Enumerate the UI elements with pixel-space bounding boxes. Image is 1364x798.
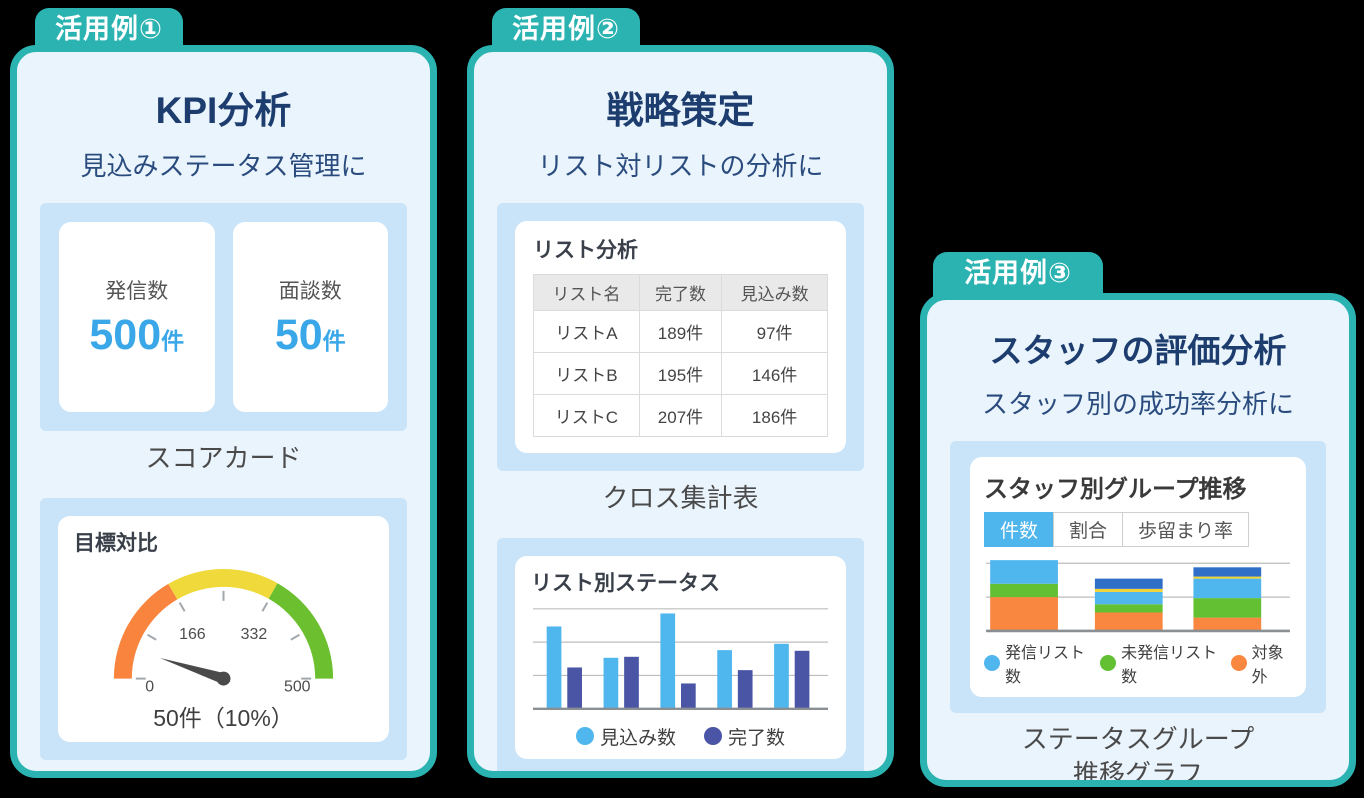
card-staff-evaluation: スタッフの評価分析 スタッフ別の成功率分析に スタッフ別グループ推移 件数 割合歩… [920, 293, 1356, 787]
svg-text:166: 166 [179, 626, 206, 643]
view-tab-歩留まり率[interactable]: 歩留まり率 [1122, 512, 1250, 547]
score-card: 面談数 50件 [232, 222, 388, 412]
svg-text:500: 500 [284, 679, 311, 696]
stacked-title: スタッフ別グループ推移 [984, 476, 1247, 503]
legend-item: 対象外 [1230, 639, 1292, 687]
barchart-card: リスト別ステータス 見込み数 完了数 [515, 556, 846, 759]
legend-label: 完了数 [728, 727, 786, 749]
score-card-value: 50件 [275, 311, 346, 360]
table-row: リストA 189件 97件 [533, 310, 828, 353]
card3-caption: ステータスグループ 推移グラフ [950, 722, 1326, 787]
legend-item: 未発信リスト数 [1100, 639, 1218, 687]
table-cell: 186件 [721, 394, 828, 437]
view-tab-割合[interactable]: 割合 [1053, 512, 1124, 547]
gauge-card: 目標対比 0 166 332 500 50件（10%） [58, 516, 389, 742]
table-cell: リストC [533, 394, 640, 437]
legend-dot [575, 727, 594, 746]
legend-dot [1100, 655, 1117, 672]
stacked-chart [986, 560, 1290, 633]
legend-item: 完了数 [704, 723, 785, 750]
barchart-panel: リスト別ステータス 見込み数 完了数 [497, 538, 864, 771]
barchart-title: リスト別ステータス [531, 572, 720, 595]
table-cell: 207件 [638, 394, 723, 437]
table-caption: クロス集計表 [602, 483, 759, 513]
cross-table-body: リストA 189件 97件 リストB 195件 146件 リストC 207件 186件 [533, 310, 828, 437]
table-cell: リストA [533, 310, 640, 353]
score-card-value: 500件 [89, 311, 184, 360]
svg-text:332: 332 [241, 626, 268, 643]
score-card-label: 発信数 [105, 279, 169, 303]
stacked-card: スタッフ別グループ推移 件数 割合 歩留まり率 発信リスト数 未発信リスト数 対象外 [970, 457, 1306, 698]
legend-label: 対象外 [1251, 645, 1284, 687]
table-header-cell: 見込み数 [721, 274, 828, 311]
stacked-panel: スタッフ別グループ推移 件数 割合 歩留まり率 発信リスト数 未発信リスト数 対象外 [950, 441, 1326, 714]
view-tabs: 件数 割合 歩留まり率 [984, 512, 1250, 547]
card3-caption-line1: ステータスグループ [1021, 724, 1255, 755]
legend-label: 未発信リスト数 [1121, 645, 1218, 687]
cross-table: リスト名 完了数 見込み数 リストA 189件 97件 リストB 195件 146件 リストC 2… [533, 274, 828, 437]
scorecard-caption: スコアカード [145, 443, 302, 473]
table-cell: リストB [533, 352, 640, 395]
score-number: 500 [89, 310, 162, 359]
bar-chart-legend: 見込み数 完了数 [531, 723, 830, 750]
table-cell: 146件 [721, 352, 828, 395]
score-card-label: 面談数 [278, 279, 342, 303]
gauge-title: 目標対比 [74, 532, 158, 555]
table-cell: 189件 [638, 310, 723, 353]
scorecard-panel: 発信数 500件 面談数 50件 [40, 203, 407, 431]
gauge-caption: メーターグラフ [40, 767, 407, 771]
view-tab-件数[interactable]: 件数 [984, 512, 1055, 547]
card-title: スタッフの評価分析 [989, 332, 1287, 369]
gauge-panel: 目標対比 0 166 332 500 50件（10%） [40, 498, 407, 760]
legend-item: 見込み数 [575, 723, 676, 750]
card-title: KPI分析 [155, 90, 292, 131]
legend-dot [704, 727, 722, 746]
card-title: 戦略策定 [606, 90, 755, 131]
card3-caption-line2: 推移グラフ [1072, 759, 1203, 787]
gauge-chart: 0 166 332 500 [113, 568, 334, 696]
legend-dot [1230, 655, 1247, 672]
legend-dot [984, 655, 1000, 672]
table-row: リストB 195件 146件 [533, 352, 828, 395]
cross-table-head: リスト名 完了数 見込み数 [533, 274, 828, 311]
svg-text:0: 0 [145, 679, 154, 696]
score-unit: 件 [322, 327, 346, 354]
card-subtitle: リスト対リストの分析に [537, 151, 824, 181]
stacked-legend: 発信リスト数 未発信リスト数 対象外 [984, 639, 1292, 687]
table-header-cell: リスト名 [533, 274, 640, 311]
score-number: 50 [274, 310, 323, 359]
table-card: リスト分析 リスト名 完了数 見込み数 リストA 189件 97件 リストB 195件 146… [515, 221, 846, 453]
bar-chart [532, 608, 829, 711]
legend-label: 見込み数 [599, 727, 676, 749]
scorecard-row: 発信数 500件 面談数 50件 [59, 222, 388, 412]
legend-label: 発信リスト数 [1005, 645, 1086, 687]
table-panel: リスト分析 リスト名 完了数 見込み数 リストA 189件 97件 リストB 195件 146… [497, 203, 864, 471]
table-header-cell: 完了数 [638, 274, 723, 311]
table-title: リスト分析 [533, 239, 638, 262]
card-strategy: 戦略策定 リスト対リストの分析に リスト分析 リスト名 完了数 見込み数 リストA 1… [467, 45, 894, 778]
table-header-row: リスト名 完了数 見込み数 [533, 274, 828, 311]
card-kpi-analysis: KPI分析 見込みステータス管理に 発信数 500件 面談数 50件 スコアカード 目… [10, 45, 437, 778]
score-unit: 件 [161, 327, 185, 354]
table-cell: 97件 [721, 310, 828, 353]
card-subtitle: スタッフ別の成功率分析に [981, 389, 1294, 419]
legend-item: 発信リスト数 [984, 639, 1088, 687]
gauge-value-label: 50件（10%） [153, 704, 294, 731]
score-card: 発信数 500件 [59, 222, 215, 412]
card-subtitle: 見込みステータス管理に [80, 151, 367, 181]
table-cell: 195件 [638, 352, 723, 395]
table-row: リストC 207件 186件 [533, 394, 828, 437]
